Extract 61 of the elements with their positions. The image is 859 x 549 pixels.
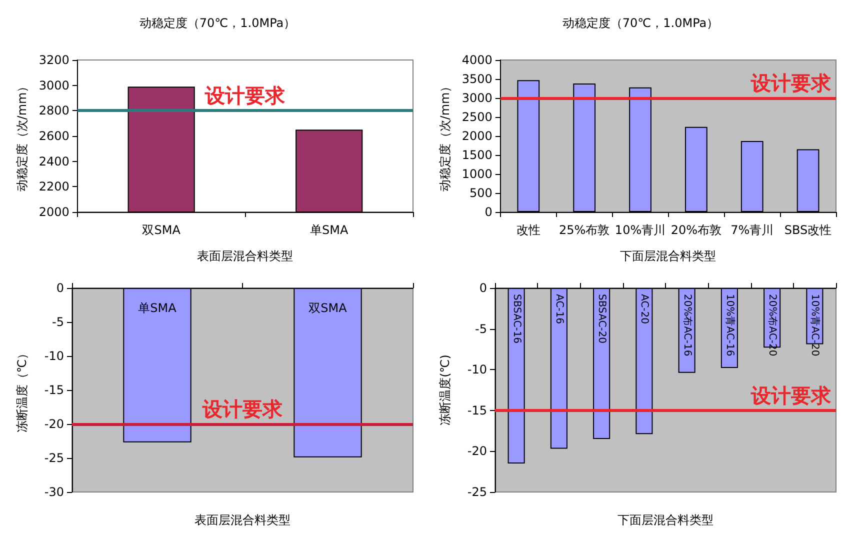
x-tick-label: 7%青川 (730, 223, 774, 237)
y-tick-label: 3000 (462, 91, 492, 105)
x-tick-label: 20%布敦 (670, 223, 722, 237)
y-tick-label: 500 (470, 186, 492, 200)
y-tick-label: -5 (475, 322, 487, 336)
x-tick-label: 20%布AC-20 (766, 294, 779, 356)
y-tick-label: 4000 (462, 53, 492, 67)
y-axis-title: 冻断温度（℃） (15, 347, 29, 433)
y-axis-title: 动稳定度（次/mm） (438, 80, 452, 192)
y-tick-label: 3500 (462, 72, 492, 86)
y-tick-label: 0 (479, 281, 487, 295)
y-tick-label: -10 (44, 349, 64, 363)
x-tick-label: 20%布AC-16 (681, 294, 694, 356)
y-tick-label: 1500 (462, 148, 492, 162)
y-tick-label: 3200 (38, 53, 70, 67)
y-tick-label: -25 (467, 485, 487, 499)
y-tick-label: 3000 (38, 78, 70, 92)
y-axis-title: 冻断温度(℃) (438, 354, 452, 426)
x-tick-label: SBS改性 (784, 223, 832, 237)
x-tick-label: 单SMA (310, 223, 349, 237)
x-tick-label: 双SMA (308, 301, 348, 315)
x-tick-label: 改性 (516, 223, 540, 237)
x-axis-title: 表面层混合料类型 (194, 513, 290, 527)
x-tick-label: 双SMA (142, 223, 182, 237)
x-tick-label: 10%青AC-16 (724, 294, 736, 356)
y-tick-label: 2800 (38, 104, 70, 118)
x-tick-label: 单SMA (138, 301, 178, 315)
y-tick-label: 2600 (38, 129, 70, 143)
y-tick-label: -15 (467, 403, 487, 418)
y-axis-title: 动稳定度（次/mm） (15, 80, 29, 192)
y-tick-label: 2200 (38, 180, 70, 194)
chart-title: 动稳定度（70℃，1.0MPa） (562, 16, 719, 30)
y-tick-label: 2400 (38, 154, 70, 168)
x-tick-label: 10%青川 (614, 223, 666, 237)
x-tick-label: AC-20 (638, 294, 650, 324)
ref-line-label: 设计要求 (202, 397, 284, 421)
y-tick-label: -10 (467, 362, 487, 377)
x-tick-label: SBSAC-20 (596, 294, 608, 344)
x-axis-title: 下面层混合料类型 (620, 249, 716, 263)
y-tick-label: -15 (44, 383, 64, 397)
x-tick-label: SBSAC-16 (510, 294, 522, 344)
chart-title: 动稳定度（70℃，1.0MPa） (139, 16, 296, 30)
y-tick-label: 0 (56, 281, 64, 295)
y-tick-label: 1000 (462, 167, 492, 181)
ref-line-label: 设计要求 (750, 383, 832, 408)
x-tick-label: 10%青AC-20 (809, 294, 822, 356)
y-tick-label: -20 (467, 444, 487, 458)
ref-line-label: 设计要求 (750, 71, 832, 95)
x-tick-label: AC-16 (553, 294, 564, 324)
y-tick-label: -30 (44, 485, 64, 499)
x-axis-title: 下面层混合料类型 (618, 513, 714, 527)
y-tick-label: 2000 (462, 129, 492, 143)
y-tick-label: 2500 (462, 110, 492, 124)
y-tick-label: 2000 (38, 205, 70, 219)
ref-line-label: 设计要求 (204, 84, 286, 108)
x-axis-title: 表面层混合料类型 (197, 249, 294, 263)
y-tick-label: -5 (52, 315, 64, 329)
y-tick-label: -25 (44, 451, 64, 465)
y-tick-label: 0 (484, 205, 492, 219)
y-tick-label: -20 (44, 417, 64, 431)
x-tick-label: 25%布敦 (558, 223, 610, 237)
